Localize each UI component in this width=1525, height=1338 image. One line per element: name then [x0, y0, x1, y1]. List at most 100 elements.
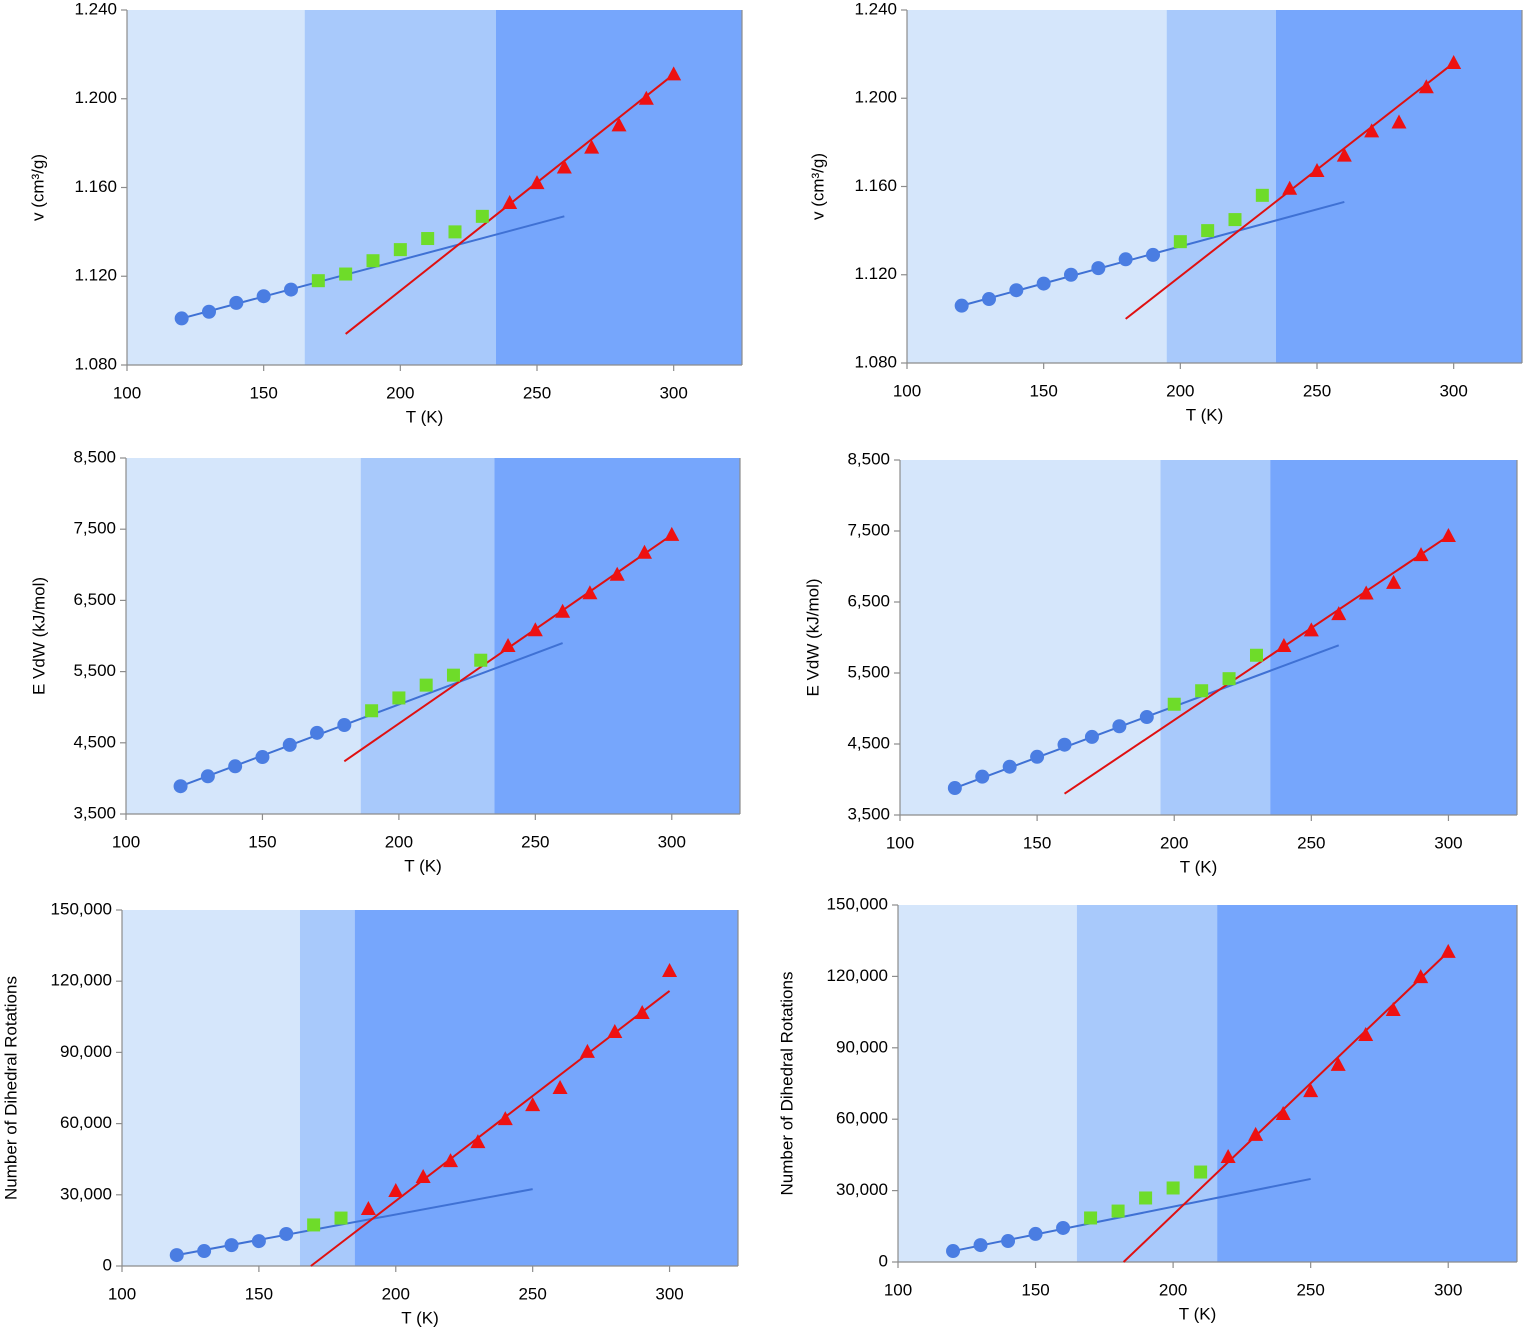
data-point: [1036, 276, 1051, 291]
data-point: [1336, 147, 1352, 162]
x-tick-label: 300: [1434, 833, 1462, 852]
x-tick-label: 250: [523, 383, 551, 402]
region: [1160, 460, 1271, 815]
x-tick-label: 150: [1029, 381, 1057, 400]
x-tick-label: 250: [1296, 1280, 1324, 1299]
y-tick-label: 1.120: [854, 264, 897, 283]
x-tick-label: 300: [1439, 381, 1467, 400]
data-point: [1249, 648, 1263, 662]
data-point: [1386, 574, 1402, 589]
data-point: [443, 1153, 459, 1168]
y-tick-label: 60,000: [60, 1113, 112, 1132]
data-point: [982, 292, 996, 307]
y-tick-label: 6,500: [847, 591, 890, 610]
data-point: [474, 653, 488, 667]
data-point: [279, 1226, 294, 1241]
x-tick-label: 250: [521, 832, 549, 851]
data-point: [1201, 224, 1215, 238]
data-point: [393, 243, 407, 257]
y-tick-label: 0: [879, 1251, 888, 1270]
data-point: [1167, 697, 1181, 711]
data-point: [365, 704, 379, 718]
x-tick-label: 250: [518, 1284, 546, 1303]
y-tick-label: 1.240: [74, 0, 117, 18]
data-point: [339, 267, 353, 281]
data-point: [582, 585, 598, 600]
x-axis-label: T (K): [404, 856, 441, 875]
data-point: [1146, 247, 1160, 262]
data-point: [202, 304, 216, 319]
y-axis-label: Number of Dihedral Rotations: [777, 972, 796, 1196]
data-point: [609, 566, 625, 581]
y-tick-label: 90,000: [836, 1037, 888, 1056]
data-point: [1330, 1056, 1346, 1071]
data-point: [1195, 684, 1209, 698]
data-point: [284, 282, 298, 297]
data-point: [1057, 737, 1072, 752]
data-point: [1084, 729, 1099, 744]
x-tick-label: 150: [1021, 1280, 1049, 1299]
data-point: [1001, 1234, 1016, 1249]
data-point: [607, 1023, 623, 1038]
data-point: [975, 769, 990, 784]
region: [907, 10, 1167, 363]
y-axis-label: E VdW (kJ/mol): [29, 577, 48, 695]
y-tick-label: 30,000: [836, 1180, 888, 1199]
data-point: [251, 1234, 266, 1249]
x-tick-label: 100: [108, 1284, 136, 1303]
data-point: [169, 1248, 184, 1263]
x-tick-label: 200: [382, 1284, 410, 1303]
data-point: [334, 1211, 348, 1225]
data-point: [1173, 235, 1187, 249]
y-axis-label: Number of Dihedral Rotations: [1, 976, 20, 1200]
x-axis-label: T (K): [401, 1308, 438, 1327]
x-tick-label: 100: [886, 833, 914, 852]
x-tick-label: 250: [1303, 381, 1331, 400]
data-point: [229, 295, 244, 310]
data-point: [1303, 1083, 1319, 1098]
data-point: [500, 637, 516, 652]
data-point: [419, 678, 433, 692]
y-tick-label: 30,000: [60, 1184, 112, 1203]
data-point: [1139, 1191, 1153, 1205]
data-point: [1030, 749, 1045, 764]
data-point: [446, 668, 460, 682]
data-point: [475, 209, 489, 223]
data-point: [1222, 672, 1236, 686]
data-point: [638, 90, 654, 105]
x-tick-label: 150: [249, 383, 277, 402]
data-point: [1064, 267, 1078, 282]
data-point: [200, 769, 215, 784]
data-point: [421, 232, 435, 246]
data-point: [173, 779, 188, 794]
data-point: [973, 1238, 988, 1253]
data-point: [1002, 759, 1017, 774]
region: [898, 905, 1077, 1262]
y-tick-label: 1.200: [854, 88, 897, 107]
data-point: [360, 1201, 376, 1216]
data-point: [307, 1218, 321, 1232]
y-tick-label: 7,500: [73, 519, 116, 538]
x-tick-label: 100: [884, 1280, 912, 1299]
x-tick-label: 100: [112, 832, 140, 851]
region: [360, 458, 495, 814]
x-tick-label: 150: [248, 832, 276, 851]
data-point: [611, 117, 627, 132]
y-tick-label: 90,000: [60, 1042, 112, 1061]
data-point: [497, 1111, 513, 1126]
region: [122, 910, 300, 1266]
data-point: [1248, 1126, 1264, 1141]
y-tick-label: 4,500: [73, 732, 116, 751]
data-point: [1112, 719, 1127, 734]
data-point: [1255, 188, 1269, 202]
x-tick-label: 150: [245, 1284, 273, 1303]
data-point: [255, 750, 270, 765]
x-tick-label: 200: [385, 832, 413, 851]
data-point: [1009, 283, 1024, 298]
data-point: [1084, 1211, 1098, 1225]
x-tick-label: 250: [1297, 833, 1325, 852]
region: [1217, 905, 1517, 1262]
data-point: [388, 1183, 404, 1198]
x-tick-label: 300: [659, 383, 687, 402]
